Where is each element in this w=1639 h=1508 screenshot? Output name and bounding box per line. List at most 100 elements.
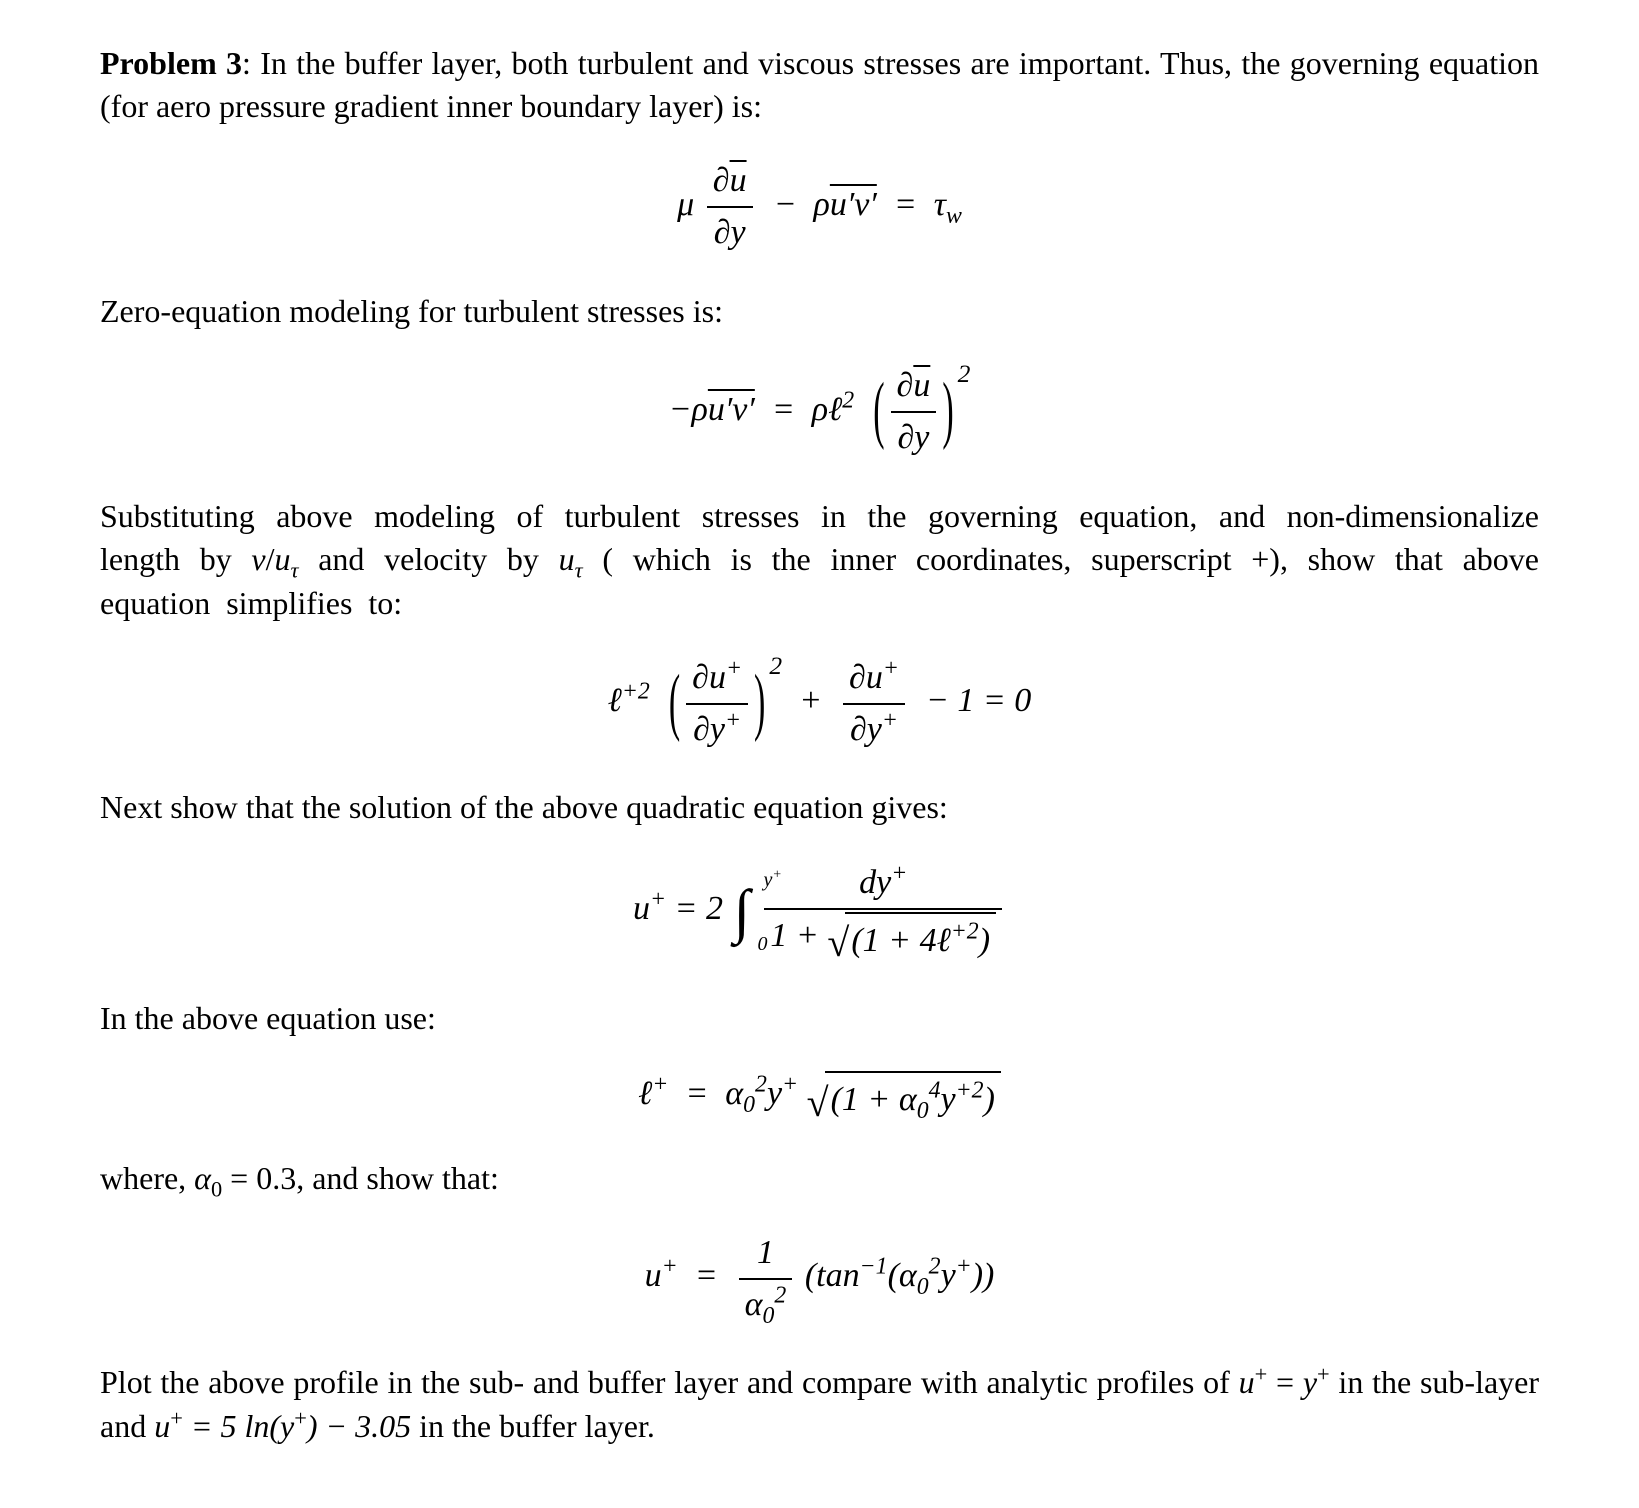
eq6-a-sub: 0: [763, 1302, 775, 1328]
inline-utau-u: u: [275, 541, 291, 577]
eq4-sqrt-ell: ℓ: [937, 922, 951, 959]
equation-6: u+ = 1 α02 (tan−1(α02y+)): [100, 1230, 1539, 1328]
eq4-num-sup: +: [891, 860, 907, 886]
eq6-frac: 1 α02: [739, 1230, 793, 1328]
inline-utau-sub: τ: [291, 558, 299, 583]
eq2-reynolds: u′v′: [708, 391, 755, 428]
equation-2: −ρu′v′ = ρℓ2 ( ∂u ∂y )2: [100, 363, 1539, 461]
inline-utau2-u: u: [559, 541, 575, 577]
eq1-mu: μ: [677, 186, 694, 223]
paragraph-plot: Plot the above profile in the sub- and b…: [100, 1361, 1539, 1447]
eq1-rho: ρ: [814, 186, 830, 223]
inline-uplus-lsup: +: [1255, 1362, 1268, 1387]
eq4-num: dy: [859, 864, 891, 901]
inline-log-u: u: [154, 1408, 170, 1444]
p6a: where,: [100, 1160, 194, 1196]
eq4-u: u: [633, 890, 650, 927]
p3-mid: and velocity by: [299, 541, 559, 577]
inline-log-law: = 5 ln(y: [183, 1408, 294, 1444]
eq3-outer-sq: 2: [769, 649, 782, 683]
eq6-u: u: [645, 1257, 662, 1294]
inline-slash: /: [266, 541, 275, 577]
paragraph-solution: Next show that the solution of the above…: [100, 786, 1539, 829]
eq6-u-sup: +: [662, 1254, 678, 1280]
inline-log-usup: +: [170, 1405, 183, 1430]
problem-label: Problem 3: [100, 45, 242, 81]
eq2-dy: ∂y: [891, 413, 937, 461]
eq3-du-sup: +: [726, 655, 742, 681]
eq2-rho: ρ: [692, 391, 708, 428]
eq3-frac1: ∂u+ ∂y+: [686, 655, 748, 753]
eq1-dubar: ∂u: [713, 162, 747, 199]
eq6-inv: −1: [860, 1254, 888, 1280]
eq6-alpha: α: [745, 1286, 763, 1323]
paragraph-nondim: Substituting above modeling of turbulent…: [100, 495, 1539, 625]
eq3-ell-sup: +2: [622, 679, 650, 705]
inline-uplus-rsup: +: [1317, 1362, 1330, 1387]
equation-5: ℓ+ = α02y+ √ (1 + α04y+2): [100, 1071, 1539, 1123]
eq5-ell-sup: +: [652, 1072, 668, 1098]
p7c: in the buffer layer.: [411, 1408, 655, 1444]
int-lower: 0: [757, 931, 767, 958]
eq6-a2-sub: 0: [917, 1274, 929, 1300]
inline-alpha: α: [194, 1160, 211, 1196]
eq3-tail: − 1 = 0: [926, 682, 1031, 719]
eq4-sqrt: √ (1 + 4ℓ+2): [827, 912, 996, 964]
eq5-a2-sup: 4: [929, 1077, 941, 1103]
inline-uplus-l: u: [1239, 1364, 1255, 1400]
eq4-sqrt-b: ): [979, 922, 990, 959]
eq5-alpha: α: [725, 1075, 743, 1112]
eq5-a-sub: 0: [743, 1092, 755, 1118]
eq3-du2: ∂u: [849, 659, 883, 696]
inline-uplus-m: =: [1267, 1364, 1303, 1400]
paragraph-where: where, α0 = 0.3, and show that:: [100, 1157, 1539, 1200]
eq1-tau: τ: [934, 186, 946, 223]
eq3-frac2: ∂u+ ∂y+: [843, 655, 905, 753]
eq1-reynolds: u′v′: [830, 186, 877, 223]
integral-sign: ∫ 0 y+: [733, 871, 749, 952]
eq4-eq2: = 2: [666, 890, 731, 927]
intro-text: : In the buffer layer, both turbulent an…: [100, 45, 1539, 124]
eq5-y: y: [767, 1075, 782, 1112]
eq5-sqrt: √ (1 + α04y+2): [807, 1071, 1001, 1123]
eq5-a-sup: 2: [755, 1072, 767, 1098]
eq5-a2-sub: 0: [917, 1097, 929, 1123]
eq6-a-sup: 2: [774, 1282, 786, 1308]
eq5-ell: ℓ: [638, 1075, 652, 1112]
equation-4: u+ = 2 ∫ 0 y+ dy+ 1 + √ (1 + 4ℓ+2): [100, 860, 1539, 964]
eq3-dy2-sup: +: [882, 707, 898, 733]
eq1-tau-sub: w: [946, 203, 962, 229]
eq4-frac: dy+ 1 + √ (1 + 4ℓ+2): [764, 860, 1002, 964]
eq4-sqrt-sup: +2: [951, 918, 979, 944]
inline-alpha-sub: 0: [211, 1176, 222, 1201]
eq6-alpha2: α: [899, 1257, 917, 1294]
page: Problem 3: In the buffer layer, both tur…: [0, 0, 1639, 1508]
eq3-dy-sup: +: [725, 707, 741, 733]
eq3-du2-sup: +: [883, 655, 899, 681]
p6b: = 0.3, and show that:: [222, 1160, 499, 1196]
eq2-frac: ∂u ∂y: [891, 363, 937, 461]
eq3-ell: ℓ: [608, 682, 622, 719]
int-upper: y+: [763, 867, 781, 894]
eq2-rho2: ρ: [812, 391, 828, 428]
eq6-a2-sup: 2: [929, 1254, 941, 1280]
inline-log-ysup: +: [294, 1405, 307, 1430]
eq2-outer-sq: 2: [958, 357, 971, 391]
eq5-y-sup: +: [782, 1072, 798, 1098]
eq2-minus: −: [669, 391, 692, 428]
eq4-u-sup: +: [650, 887, 666, 913]
inline-utau2-sub: τ: [575, 558, 583, 583]
eq5-open: (1 +: [831, 1081, 899, 1118]
p7a: Plot the above profile in the sub- and b…: [100, 1364, 1239, 1400]
eq2-ell: ℓ: [828, 391, 842, 428]
equation-3: ℓ+2 ( ∂u+ ∂y+ )2 + ∂u+ ∂y+ − 1 = 0: [100, 655, 1539, 753]
paragraph-use: In the above equation use:: [100, 997, 1539, 1040]
eq5-y2: y: [941, 1081, 956, 1118]
eq4-sqrt-a: (1 + 4: [851, 922, 936, 959]
eq3-du: ∂u: [692, 659, 726, 696]
eq2-dubar: ∂u: [897, 367, 931, 404]
paragraph-zeroeq: Zero-equation modeling for turbulent str…: [100, 290, 1539, 333]
eq6-tan: tan: [816, 1257, 859, 1294]
equation-1: μ ∂u ∂y − ρu′v′ = τw: [100, 158, 1539, 256]
eq5-alpha2: α: [899, 1081, 917, 1118]
